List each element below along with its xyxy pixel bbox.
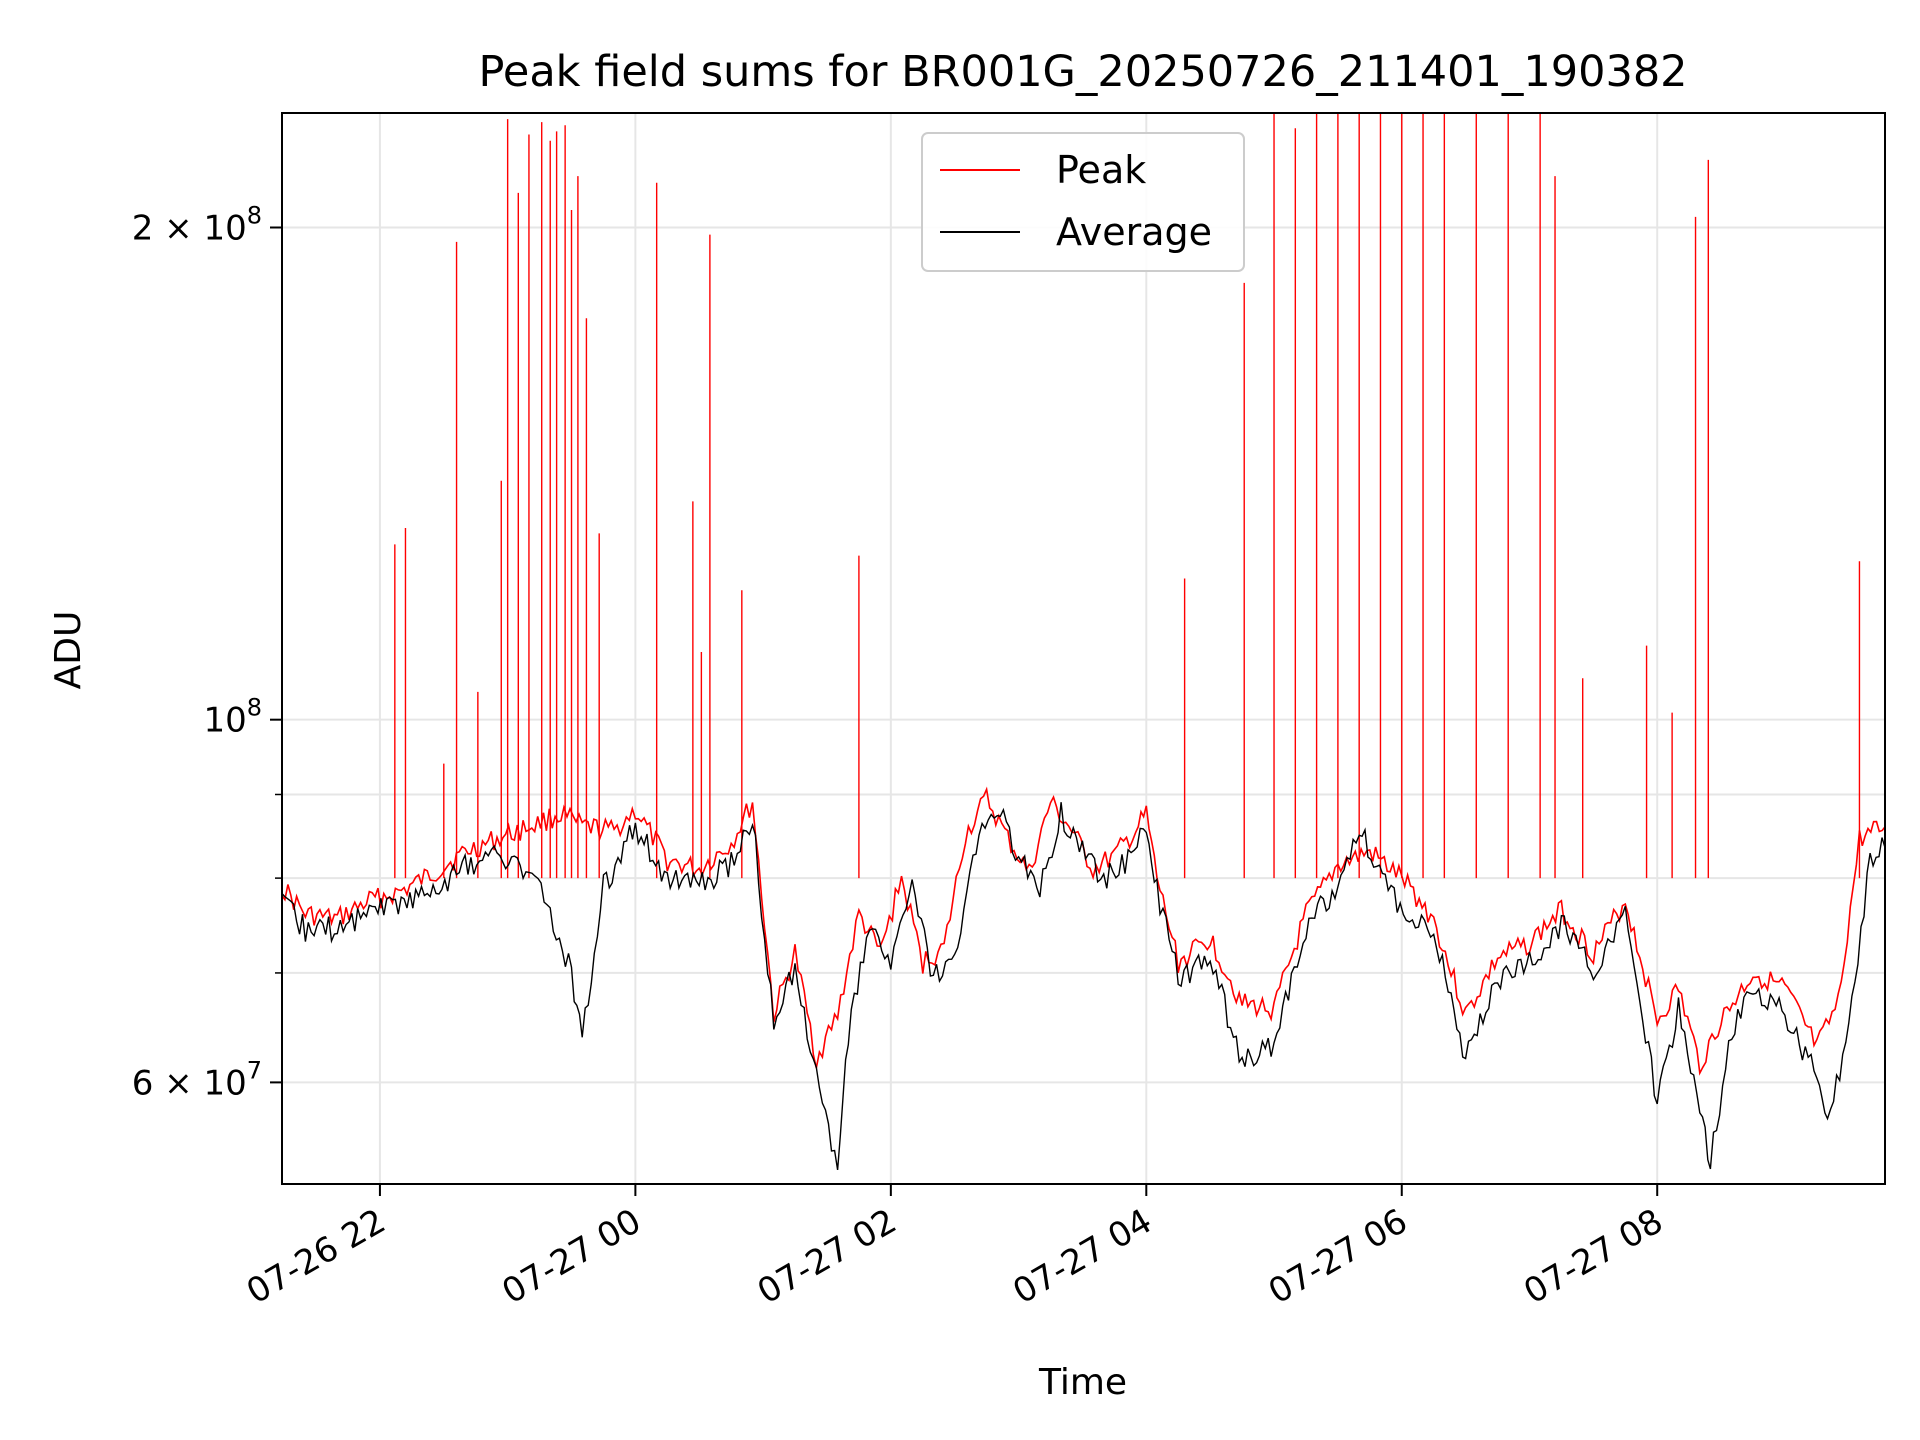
- x-tick-label: 07-27 00: [495, 1201, 647, 1312]
- y-tick-label: 2 × 108: [132, 202, 262, 249]
- x-tick-label: 07-26 22: [240, 1201, 392, 1312]
- y-tick-label-base: 6 × 10: [132, 1063, 247, 1103]
- y-tick-label-exponent: 7: [247, 1056, 262, 1084]
- series-layer: [282, 113, 1885, 1171]
- legend: Peak Average: [921, 132, 1245, 272]
- y-tick-label: 6 × 107: [132, 1056, 262, 1103]
- legend-label-average: Average: [1056, 210, 1212, 254]
- legend-label-peak: Peak: [1056, 148, 1146, 192]
- y-tick-label-base: 10: [203, 701, 246, 741]
- y-tick-label: 108: [203, 694, 262, 741]
- y-axis-label: ADU: [48, 611, 89, 690]
- x-axis-ticks: 07-26 22 07-27 00 07-27 02 07-27 04 07-27 06…: [240, 1184, 1670, 1312]
- y-tick-label-base: 2 × 10: [132, 209, 247, 249]
- plot-frame: [281, 112, 1886, 1185]
- series-line-peak: [282, 786, 1885, 1076]
- series-line-average: [282, 802, 1885, 1171]
- y-tick-label-exponent: 8: [247, 694, 262, 722]
- y-tick-label-exponent: 8: [247, 202, 262, 230]
- x-tick-label: 07-27 04: [1006, 1201, 1158, 1312]
- x-tick-label: 07-27 08: [1517, 1201, 1669, 1312]
- x-tick-label: 07-27 06: [1262, 1201, 1414, 1312]
- plot-area: [282, 113, 1885, 1171]
- x-tick-label: 07-27 02: [751, 1201, 903, 1312]
- grid-lines: [282, 113, 1885, 1184]
- legend-box: [921, 132, 1245, 272]
- chart-title: Peak field sums for BR001G_20250726_2114…: [478, 47, 1687, 97]
- x-axis-label: Time: [1038, 1362, 1127, 1403]
